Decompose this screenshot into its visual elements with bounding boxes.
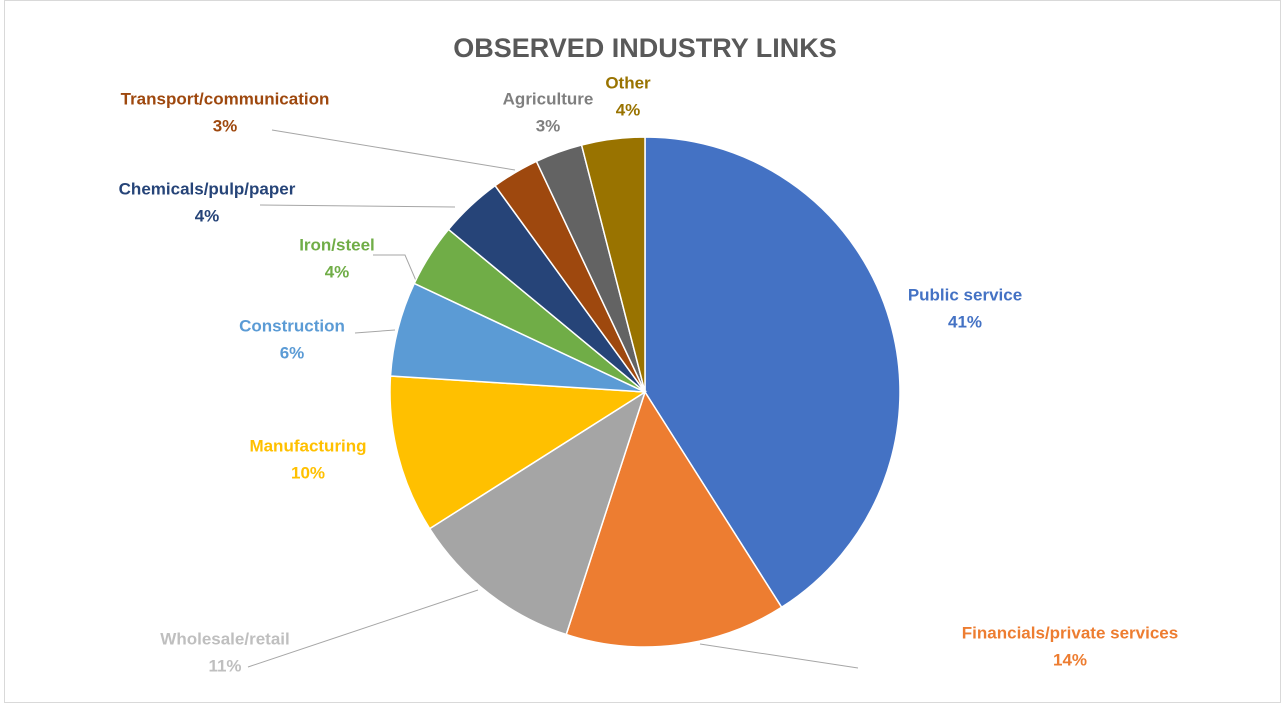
- slice-label: Manufacturing: [249, 436, 366, 455]
- slice-label: Construction: [239, 316, 345, 335]
- pie-slice: [389, 375, 648, 530]
- pie-slice: [644, 136, 901, 609]
- value-label: 4%: [195, 206, 220, 225]
- slice-label: Iron/steel: [299, 235, 375, 254]
- value-label: 14%: [1053, 650, 1087, 669]
- value-label: 10%: [291, 463, 325, 482]
- slice-label: Financials/private services: [962, 623, 1178, 642]
- pie-slice: [565, 390, 783, 648]
- leader-line: [373, 254, 421, 291]
- value-label: 4%: [325, 262, 350, 281]
- value-label: 3%: [213, 116, 238, 135]
- slice-label: Public service: [908, 285, 1022, 304]
- chart-title: OBSERVED INDUSTRY LINKS: [453, 33, 837, 63]
- slice-label: Chemicals/pulp/paper: [119, 179, 296, 198]
- slice-label: Other: [605, 73, 651, 92]
- slice-label: Transport/communication: [121, 89, 330, 108]
- value-label: 11%: [208, 656, 241, 675]
- value-label: 6%: [280, 343, 305, 362]
- slice-label: Wholesale/retail: [160, 629, 289, 648]
- leader-line: [699, 643, 859, 669]
- leader-line: [259, 204, 456, 208]
- value-label: 41%: [948, 312, 982, 331]
- slice-label: Agriculture: [503, 89, 594, 108]
- value-label: 3%: [536, 116, 561, 135]
- leader-line: [247, 589, 479, 668]
- pie-slice: [580, 136, 646, 393]
- leader-line: [271, 129, 516, 171]
- value-label: 4%: [616, 100, 641, 119]
- leader-line: [354, 329, 396, 334]
- pie-slice: [428, 390, 647, 636]
